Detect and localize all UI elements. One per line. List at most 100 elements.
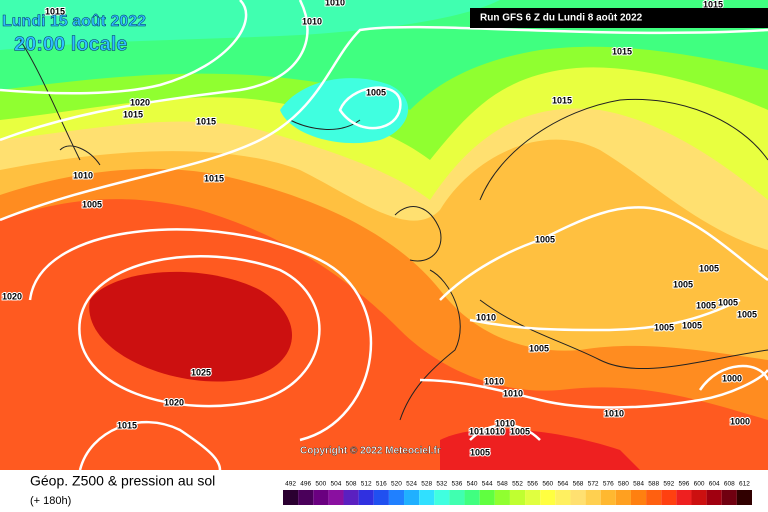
isobar-label: 1010: [503, 388, 523, 398]
isobar-label: 1005: [654, 322, 674, 332]
isobar: [439, 206, 768, 301]
legend-label: 592: [663, 481, 674, 488]
legend-label: 500: [315, 481, 326, 488]
legend-swatch: [570, 490, 586, 505]
legend-label: 496: [300, 481, 311, 488]
forecast-date: Lundi 15 août 2022: [2, 13, 146, 30]
legend-label: 612: [739, 481, 750, 488]
coastline: [394, 206, 461, 421]
legend-label: 504: [331, 481, 342, 488]
legend-swatch: [464, 490, 480, 505]
legend: 492 496 500 504 508 512 516 520 524 528 532 536 540 5…: [283, 481, 752, 505]
legend-label: 520: [391, 481, 402, 488]
isobar-label: 1010: [469, 426, 489, 436]
isobar-label: 1005: [510, 426, 530, 436]
legend-label: 604: [709, 481, 720, 488]
isobar-label: 1010: [495, 418, 515, 428]
legend-label: 508: [346, 481, 357, 488]
isobar-label: 1020: [2, 291, 22, 301]
isobars: [0, 0, 768, 471]
legend-label: 600: [694, 481, 705, 488]
isobar-label: 1010: [302, 16, 322, 26]
legend-label: 548: [497, 481, 508, 488]
legend-label: 564: [557, 481, 568, 488]
legend-label: 560: [542, 481, 553, 488]
isobar-label: 1015: [196, 116, 216, 126]
legend-swatch: [691, 490, 707, 505]
isobar-label: 1005: [718, 297, 738, 307]
isobar-label: 1005: [82, 199, 102, 209]
legend-swatch: [373, 490, 389, 505]
isobar-label: 1000: [730, 416, 750, 426]
legend-swatch: [434, 490, 450, 505]
legend-swatch: [358, 490, 374, 505]
isobar: [28, 228, 373, 442]
legend-label: 540: [467, 481, 478, 488]
legend-swatch: [479, 490, 495, 505]
field-red-south: [440, 429, 640, 470]
legend-swatch: [706, 490, 722, 505]
run-info: Run GFS 6 Z du Lundi 8 août 2022: [480, 13, 643, 24]
legend-label: 576: [603, 481, 614, 488]
legend-swatch: [676, 490, 692, 505]
isobar-label: 1015: [703, 0, 723, 9]
forecast-time: 20:00 locale: [14, 33, 127, 55]
isobar: [78, 420, 222, 471]
isobar-label: 1020: [130, 97, 150, 107]
legend-label: 528: [421, 481, 432, 488]
isobar: [419, 369, 768, 409]
isobar: [698, 364, 768, 391]
isobar: [469, 423, 541, 441]
isobar-label: 1005: [682, 320, 702, 330]
legend-swatch: [615, 490, 631, 505]
legend-label: 568: [573, 481, 584, 488]
isobar-label: 1015: [45, 6, 65, 16]
legend-label: 532: [436, 481, 447, 488]
legend-label: 580: [618, 481, 629, 488]
legend-label: 512: [361, 481, 372, 488]
isobar-label: 1010: [485, 426, 505, 436]
legend-label: 584: [633, 481, 644, 488]
legend-swatch: [646, 490, 662, 505]
legend-swatch: [328, 490, 344, 505]
legend-swatch: [600, 490, 616, 505]
legend-swatch: [555, 490, 571, 505]
isobar-label: 1005: [737, 309, 757, 319]
legend-swatch: [721, 490, 737, 505]
legend-swatch: [419, 490, 435, 505]
isobar-label: 1015: [612, 46, 632, 56]
legend-swatch: [525, 490, 541, 505]
legend-label: 552: [512, 481, 523, 488]
isobar-label: 1020: [164, 397, 184, 407]
isobar-label: 1005: [699, 263, 719, 273]
isobar-label: 1025: [191, 367, 211, 377]
legend-swatch: [388, 490, 405, 505]
legend-swatch: [630, 490, 647, 505]
legend-label: 516: [376, 481, 387, 488]
isobar-label: 1015: [117, 420, 137, 430]
legend-label: 588: [648, 481, 659, 488]
legend-label: 536: [452, 481, 463, 488]
coastline: [479, 98, 768, 370]
copyright: Copyright © 2022 Meteociel.fr: [300, 446, 441, 457]
isobar-label: 1010: [604, 408, 624, 418]
legend-label: 556: [527, 481, 538, 488]
legend-swatch: [509, 490, 526, 505]
legend-swatch: [404, 490, 420, 505]
isobar: [469, 298, 741, 332]
legend-swatch: [313, 490, 329, 505]
footer-lead: (+ 180h): [30, 495, 71, 507]
legend-swatch: [298, 490, 314, 505]
isobar: [0, 25, 768, 222]
isobar-label: 1015: [204, 173, 224, 183]
field-dark-red: [89, 271, 293, 382]
legend-swatch: [661, 490, 677, 505]
legend-label: 608: [724, 481, 735, 488]
isobar-label: 1015: [552, 95, 572, 105]
legend-swatch: [585, 490, 601, 505]
isobar-label: 1005: [535, 234, 555, 244]
field-aqua: [0, 0, 500, 50]
legend-swatch: [283, 490, 299, 505]
